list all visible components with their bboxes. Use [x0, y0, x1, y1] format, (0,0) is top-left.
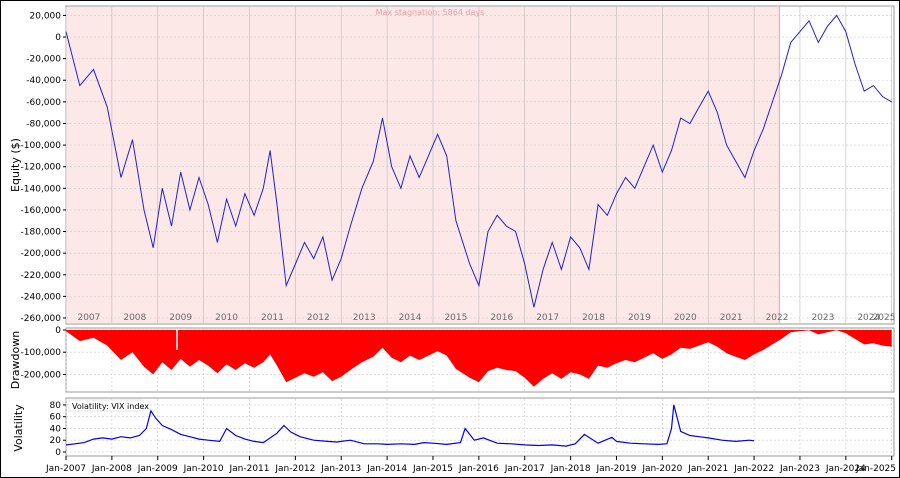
equity-panel: 20,000 0 -20,000 -40,000 -60,000 -80,000 -100,… — [9, 5, 895, 325]
x-tick-label: Jan-2016 — [458, 464, 499, 474]
volatility-tick-label: 20 — [50, 436, 62, 446]
equity-tick-label: -120,000 — [21, 163, 62, 173]
volatility-legend: Volatility: VIX index — [72, 402, 149, 411]
equity-year-label: 2020 — [674, 313, 697, 323]
equity-tick-label: -180,000 — [21, 228, 62, 238]
equity-year-label: 2015 — [444, 313, 467, 323]
volatility-tick-label: 0 — [55, 448, 61, 458]
x-tick-label: Jan-2007 — [45, 464, 86, 474]
equity-year-label: 2017 — [536, 313, 559, 323]
volatility-tick-label: 80 — [50, 401, 62, 411]
x-tick-label: Jan-2017 — [504, 464, 545, 474]
x-tick-label: Jan-2018 — [550, 464, 591, 474]
drawdown-tick-label: -200,000 — [21, 370, 62, 380]
x-tick-label: Jan-2010 — [183, 464, 224, 474]
drawdown-tick-label: -100,000 — [21, 348, 62, 358]
equity-year-label: 2024 — [857, 313, 880, 323]
equity-year-label: 2011 — [261, 313, 284, 323]
x-tick-label: Jan-2011 — [228, 464, 269, 474]
equity-year-label: 2022 — [766, 313, 789, 323]
x-tick-label: Jan-2025 — [855, 464, 896, 474]
volatility-y-axis-label: Volatility — [12, 404, 25, 452]
equity-year-label: 2012 — [307, 313, 330, 323]
equity-year-label: 2010 — [215, 313, 238, 323]
equity-tick-label: 20,000 — [30, 11, 62, 21]
equity-year-label: 2023 — [811, 313, 834, 323]
equity-tick-label: -220,000 — [21, 271, 62, 281]
x-tick-label: Jan-2020 — [641, 464, 682, 474]
x-tick-label: Jan-2023 — [779, 464, 820, 474]
equity-tick-label: 0 — [55, 33, 61, 43]
equity-year-label: 2025 — [873, 313, 896, 323]
x-tick-label: Jan-2013 — [320, 464, 361, 474]
equity-y-axis-label: Equity ($) — [9, 138, 22, 192]
equity-tick-label: -20,000 — [26, 55, 61, 65]
equity-tick-label: -100,000 — [21, 141, 62, 151]
equity-year-label: 2019 — [628, 313, 651, 323]
equity-year-label: 2009 — [169, 313, 192, 323]
equity-year-labels: 2007 2008 2009 2010 2011 2012 2013 2014 2015 2016… — [77, 313, 895, 323]
x-tick-label: Jan-2014 — [366, 464, 407, 474]
equity-year-label: 2008 — [123, 313, 146, 323]
x-tick-label: Jan-2015 — [412, 464, 453, 474]
x-tick-label: Jan-2012 — [274, 464, 315, 474]
volatility-line — [65, 404, 755, 447]
stagnation-region — [66, 7, 780, 323]
equity-year-label: 2014 — [399, 313, 422, 323]
stagnation-annotation: Max stagnation: 5864 days — [376, 8, 485, 17]
equity-tick-label: -40,000 — [26, 76, 61, 86]
equity-tick-label: -80,000 — [26, 119, 61, 129]
x-tick-label: Jan-2024 — [825, 464, 866, 474]
equity-gridlines — [65, 7, 894, 323]
equity-tick-label: -160,000 — [21, 206, 62, 216]
equity-year-label: 2016 — [490, 313, 513, 323]
equity-year-label: 2018 — [582, 313, 605, 323]
equity-tick-label: -240,000 — [21, 292, 62, 302]
drawdown-y-ticks: 0 -100,000 -200,000 — [21, 326, 66, 380]
drawdown-panel: 0 -100,000 -200,000 Drawdown — [9, 326, 895, 393]
volatility-gridlines — [65, 399, 894, 455]
drawdown-area — [66, 330, 892, 387]
x-tick-label: Jan-2019 — [595, 464, 636, 474]
equity-year-label: 2007 — [77, 313, 100, 323]
x-tick-label: Jan-2022 — [733, 464, 774, 474]
drawdown-y-axis-label: Drawdown — [9, 331, 22, 389]
drawdown-tick-label: 0 — [55, 326, 61, 336]
equity-line — [65, 14, 892, 308]
x-tick-label: Jan-2021 — [687, 464, 728, 474]
volatility-tick-label: 60 — [50, 413, 62, 423]
equity-tick-label: -200,000 — [21, 249, 62, 259]
volatility-x-ticks: Jan-2007 Jan-2008 Jan-2009 Jan-2010 Jan-2011… — [45, 456, 896, 474]
x-tick-label: Jan-2009 — [137, 464, 178, 474]
equity-tick-label: -260,000 — [21, 314, 62, 324]
equity-tick-label: -60,000 — [26, 98, 61, 108]
volatility-plot-area — [65, 397, 895, 457]
volatility-tick-label: 40 — [50, 424, 62, 434]
equity-y-ticks: 20,000 0 -20,000 -40,000 -60,000 -80,000 -100,… — [21, 11, 66, 324]
volatility-legend-box — [68, 399, 144, 412]
equity-tick-label: -140,000 — [21, 184, 62, 194]
x-tick-label: Jan-2008 — [91, 464, 132, 474]
equity-year-label: 2021 — [720, 313, 743, 323]
equity-year-label: 2013 — [353, 313, 376, 323]
